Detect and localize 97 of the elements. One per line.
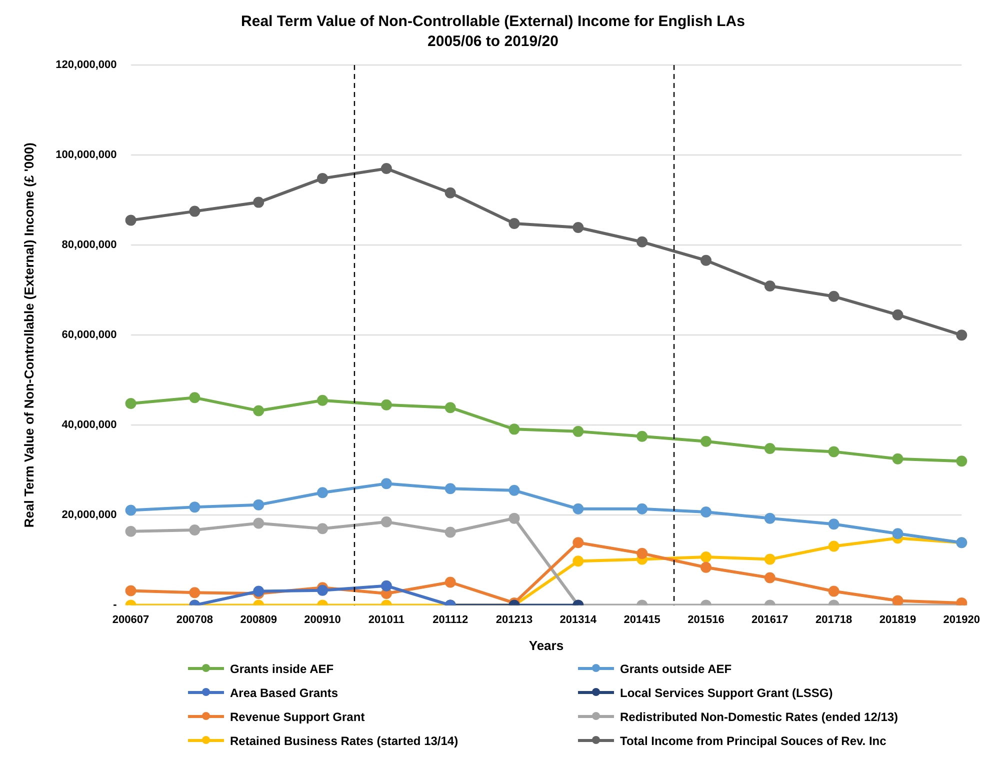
point [253, 518, 264, 529]
point [317, 172, 328, 184]
point [444, 483, 456, 494]
legend-label: Redistributed Non-Domestic Rates (ended 12/13) [620, 710, 898, 724]
point [508, 218, 520, 229]
legend-label: Revenue Support Grant [230, 710, 365, 724]
point [189, 502, 200, 513]
y-tick-label: - [113, 599, 118, 612]
point [828, 586, 840, 597]
point [764, 572, 776, 584]
legend-label: Local Services Support Grant (LSSG) [620, 686, 833, 700]
point [317, 487, 328, 498]
x-axis-title: Years [528, 638, 564, 653]
point [892, 528, 904, 540]
x-tick-label: 200809 [240, 614, 277, 626]
point [125, 398, 136, 410]
chart-subtitle: 2005/06 to 2019/20 [428, 33, 558, 50]
x-tick-label: 201617 [752, 614, 788, 626]
chart-title: Real Term Value of Non-Controllable (External) Income for English LAs [241, 13, 745, 30]
point [764, 554, 776, 565]
point [508, 424, 520, 435]
point [125, 214, 136, 226]
point [380, 399, 392, 410]
point [444, 526, 456, 538]
point [444, 402, 456, 414]
x-tick-label: 201415 [624, 614, 660, 626]
point [444, 187, 456, 198]
y-axis-title: Real Term Value of Non-Controllable (External) Income (£ '000) [21, 142, 36, 528]
point [125, 504, 136, 516]
x-tick-label: 200708 [176, 614, 214, 626]
y-tick-label: 20,000,000 [62, 509, 117, 522]
point [253, 499, 264, 510]
point [892, 595, 904, 606]
legend-label: Area Based Grants [230, 686, 338, 700]
point [189, 392, 200, 404]
x-tick-label: 200607 [112, 614, 150, 626]
point [444, 576, 456, 588]
point [380, 516, 392, 528]
x-tick-label: 201920 [943, 614, 980, 626]
legend-label: Total Income from Principal Souces of Rev. Inc [620, 734, 886, 748]
point [253, 196, 264, 208]
point [189, 206, 200, 217]
x-tick-label: 200910 [304, 614, 341, 626]
x-tick-label: 201819 [879, 614, 916, 626]
point [125, 526, 136, 537]
point [572, 556, 584, 567]
point [380, 478, 392, 490]
point [828, 540, 840, 552]
point [636, 430, 648, 442]
y-tick-label: 100,000,000 [56, 149, 117, 162]
point [572, 222, 584, 234]
y-tick-label: 80,000,000 [62, 239, 117, 252]
point [189, 587, 200, 598]
y-tick-label: 60,000,000 [62, 329, 117, 342]
point [700, 562, 712, 573]
point [828, 446, 840, 458]
legend-label: Retained Business Rates (started 13/14) [230, 734, 458, 748]
point [572, 503, 584, 514]
point [764, 280, 776, 292]
x-tick-label: 201011 [368, 614, 404, 626]
point [892, 453, 904, 464]
point [317, 394, 328, 406]
y-tick-label: 120,000,000 [56, 59, 117, 72]
x-tick-label: 201516 [688, 614, 724, 626]
point [189, 524, 200, 536]
point [636, 236, 648, 248]
x-tick-label: 201112 [432, 614, 468, 626]
point [700, 254, 712, 266]
point [700, 506, 712, 518]
y-tick-label: 40,000,000 [62, 419, 117, 432]
point [317, 584, 328, 596]
point [380, 163, 392, 174]
legend-label: Grants inside AEF [230, 662, 334, 676]
point [892, 309, 904, 320]
point [636, 548, 648, 559]
point [956, 330, 968, 341]
point [572, 537, 584, 548]
point [828, 290, 840, 302]
point [125, 585, 136, 596]
point [253, 586, 264, 597]
point [317, 523, 328, 534]
point [508, 512, 520, 524]
legend-label: Grants outside AEF [620, 662, 732, 676]
x-tick-label: 201314 [560, 614, 598, 626]
point [253, 405, 264, 416]
point [508, 484, 520, 496]
point [636, 503, 648, 514]
point [572, 426, 584, 437]
point [764, 512, 776, 524]
point [700, 436, 712, 447]
point [380, 580, 392, 592]
x-tick-label: 201718 [815, 614, 852, 626]
point [956, 456, 968, 467]
point [764, 443, 776, 454]
x-tick-label: 201213 [496, 614, 533, 626]
point [828, 518, 840, 530]
point [700, 552, 712, 563]
